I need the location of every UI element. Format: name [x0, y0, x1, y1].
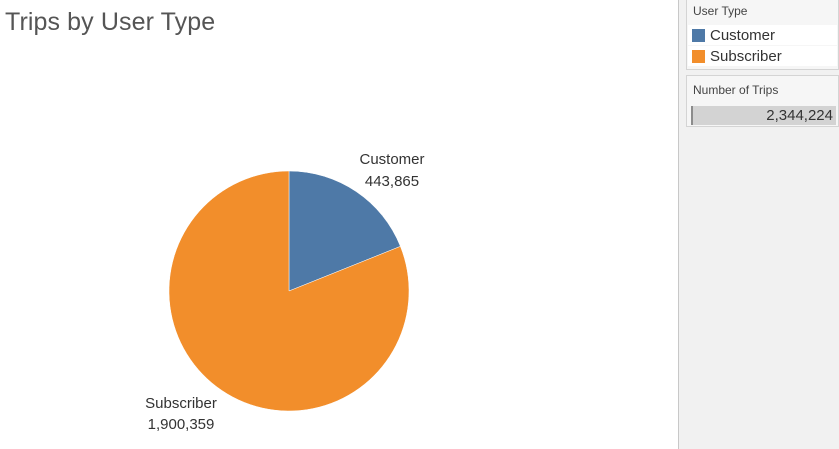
side-panel: User Type Customer Subscriber Number of … [678, 0, 839, 449]
legend-title: User Type [693, 4, 748, 18]
number-of-trips-title: Number of Trips [693, 83, 779, 97]
legend-card: User Type Customer Subscriber [686, 0, 839, 70]
number-of-trips-value: 2,344,224 [766, 107, 833, 124]
pie-chart[interactable]: Customer 443,865 Subscriber 1,900,359 [0, 0, 678, 449]
legend-swatch-subscriber [692, 49, 705, 63]
legend-label-customer: Customer [710, 26, 776, 44]
legend-item-subscriber[interactable]: Subscriber [688, 46, 837, 66]
slice-label-subscriber: Subscriber [145, 395, 217, 412]
legend-label-subscriber: Subscriber [710, 47, 782, 65]
pie-slice-customer[interactable] [288, 170, 401, 292]
slice-label-customer: Customer [359, 151, 424, 168]
chart-title: Trips by User Type [5, 8, 216, 36]
slice-value-subscriber: 1,900,359 [148, 416, 215, 433]
number-of-trips-card: Number of Trips 2,344,224 [686, 75, 839, 127]
number-of-trips-bar[interactable]: 2,344,224 [691, 106, 836, 125]
legend-swatch-customer [692, 28, 705, 42]
slice-value-customer: 443,865 [365, 173, 419, 190]
pie-slice-subscriber[interactable] [168, 170, 410, 412]
legend-item-customer[interactable]: Customer [688, 25, 837, 45]
